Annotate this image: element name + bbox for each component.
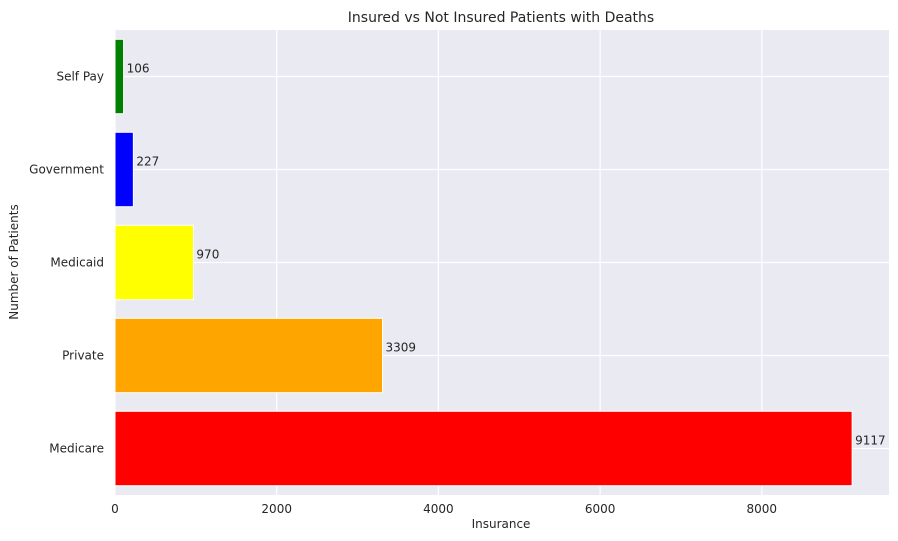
bar-value-label: 3309 <box>386 341 417 355</box>
bar-medicaid <box>114 224 194 301</box>
bar-value-label: 106 <box>127 62 150 76</box>
y-tick-label: Self Pay <box>56 70 104 84</box>
y-tick-label: Private <box>62 349 104 363</box>
x-axis-label: Insurance <box>472 517 531 531</box>
bar-value-labels: 9117 3309 970 227 106 <box>127 62 886 448</box>
x-axis-ticks: 0 2000 4000 6000 8000 <box>111 502 777 516</box>
bar-medicare <box>114 410 853 487</box>
y-tick-label: Government <box>29 163 104 177</box>
y-tick-label: Medicaid <box>50 256 104 270</box>
x-tick-label: 6000 <box>585 502 616 516</box>
bar-government <box>114 131 134 208</box>
x-tick-label: 0 <box>111 502 119 516</box>
bar-value-label: 9117 <box>855 434 886 448</box>
bar-self-pay <box>114 38 125 115</box>
y-axis-label: Number of Patients <box>7 204 21 319</box>
y-axis-ticks: Medicare Private Medicaid Government Self Pa… <box>29 70 104 456</box>
x-tick-label: 4000 <box>423 502 454 516</box>
x-tick-label: 2000 <box>261 502 292 516</box>
bars <box>114 38 853 487</box>
chart-title: Insured vs Not Insured Patients with Dea… <box>348 10 654 26</box>
y-tick-label: Medicare <box>49 442 104 456</box>
bar-private <box>114 317 384 394</box>
bar-value-label: 970 <box>196 248 219 262</box>
x-tick-label: 8000 <box>747 502 778 516</box>
bar-value-label: 227 <box>136 155 159 169</box>
